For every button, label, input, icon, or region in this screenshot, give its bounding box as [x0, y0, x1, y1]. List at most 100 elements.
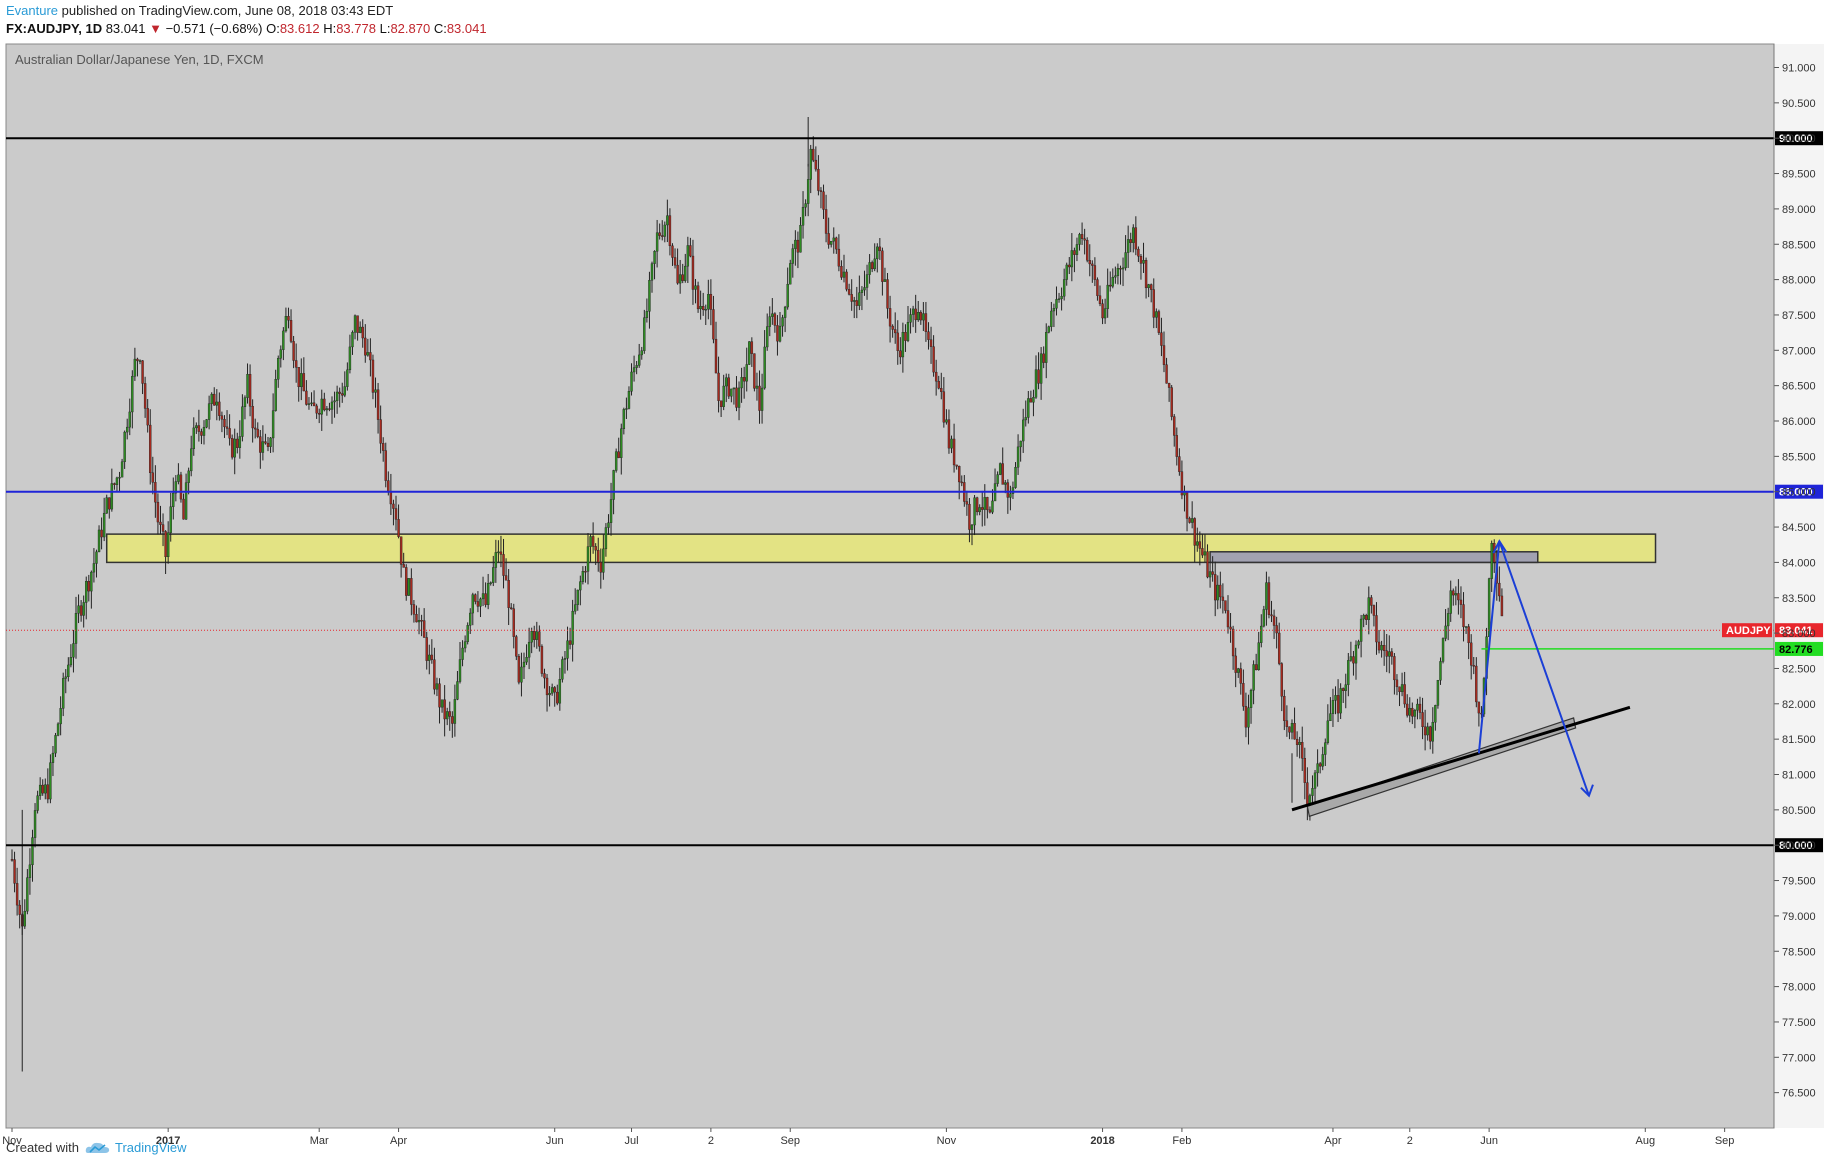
candle-body — [223, 418, 226, 428]
candle-body — [960, 481, 963, 484]
tradingview-link[interactable]: TradingView — [85, 1140, 187, 1155]
candle-body — [136, 358, 139, 362]
candle-body — [1423, 726, 1427, 736]
x-tick-label: Mar — [310, 1135, 329, 1147]
candle-body — [1175, 435, 1179, 457]
candle-body — [1101, 303, 1104, 319]
projection-arrowhead-up — [1492, 539, 1508, 554]
y-tick-label: 83.500 — [1782, 593, 1816, 605]
candle-body — [346, 369, 349, 387]
candle-body — [279, 349, 282, 359]
candle-body — [1298, 742, 1301, 745]
candle-body — [737, 387, 741, 408]
candle-body — [440, 699, 444, 708]
candle-body — [684, 265, 687, 281]
chart-title: Australian Dollar/Japanese Yen, 1D, FXCM — [15, 52, 264, 67]
candle-body — [950, 438, 953, 449]
candle-body — [1093, 265, 1097, 280]
candle-body — [1277, 632, 1281, 664]
candle-body — [668, 215, 672, 247]
candle-body — [374, 389, 377, 393]
candle-body — [284, 316, 288, 332]
low-label: L: — [379, 21, 391, 36]
candle-body — [259, 436, 262, 453]
y-tick-label: 87.500 — [1782, 310, 1816, 322]
author-link[interactable]: Evanture — [6, 3, 59, 18]
candle-body — [131, 376, 134, 413]
candle-body — [297, 367, 300, 388]
candle-body — [305, 390, 308, 405]
candle-body — [1096, 279, 1099, 296]
candle-body — [1472, 665, 1475, 667]
y-tick-label: 77.500 — [1782, 1017, 1816, 1029]
candle-body — [1352, 656, 1355, 664]
price-axis-background — [1774, 44, 1824, 1128]
candle-body — [1124, 252, 1127, 269]
candle-body — [504, 575, 508, 581]
candle-body — [671, 245, 674, 258]
last-price-badge — [1775, 623, 1823, 638]
candle-body — [382, 443, 385, 451]
candle-body — [1326, 720, 1330, 743]
candle-body — [1024, 417, 1027, 421]
candle-body — [881, 250, 884, 282]
candle-body — [469, 612, 472, 626]
y-tick-label: 86.500 — [1782, 381, 1816, 393]
candle-body — [568, 640, 572, 645]
candle-body — [883, 279, 887, 282]
candle-body — [955, 464, 958, 467]
candle-body — [750, 341, 754, 354]
candle-body — [566, 640, 569, 659]
candle-body — [1037, 369, 1040, 384]
candle-body — [120, 461, 124, 478]
y-tick-label: 86.000 — [1782, 416, 1816, 428]
candle-body — [1065, 264, 1068, 280]
resistance-box — [1209, 551, 1539, 564]
candle-body — [397, 519, 400, 537]
candle-body — [115, 477, 119, 485]
candle-body — [837, 248, 841, 267]
candle-body — [300, 373, 303, 388]
candle-body — [709, 294, 713, 310]
candle-body — [1126, 239, 1130, 253]
candle-body — [105, 497, 108, 514]
candle-body — [1009, 493, 1012, 498]
candle-body — [399, 536, 403, 565]
candle-body — [763, 346, 766, 389]
candle-body — [666, 215, 669, 226]
candle-body — [172, 492, 175, 507]
candle-body — [870, 262, 874, 270]
candle-body — [466, 625, 469, 642]
candle-body — [653, 251, 656, 264]
candle-body — [133, 358, 137, 377]
candle-body — [640, 350, 643, 356]
candle-body — [1249, 689, 1253, 708]
candle-body — [253, 427, 257, 430]
candle-body — [366, 352, 370, 356]
candle-body — [220, 415, 224, 420]
candle-body — [31, 837, 34, 866]
candle-body — [256, 428, 259, 437]
candle-body — [1085, 239, 1089, 261]
candle-body — [376, 389, 380, 420]
candle-body — [26, 877, 29, 912]
level-price-badge — [1775, 131, 1823, 146]
candle-body — [1014, 467, 1017, 488]
candle-body — [1267, 582, 1271, 615]
candle-body — [858, 292, 861, 306]
candle-body — [722, 385, 725, 407]
candle-body — [888, 308, 892, 327]
candle-body — [563, 658, 567, 660]
candle-body — [998, 463, 1002, 475]
candle-body — [1132, 227, 1135, 243]
x-tick-label: 2017 — [156, 1135, 180, 1147]
candle-body — [387, 480, 390, 492]
candle-body — [1301, 742, 1304, 759]
candle-body — [681, 274, 684, 281]
candle-body — [991, 500, 994, 513]
y-tick-label: 79.000 — [1782, 911, 1816, 923]
candle-body — [1303, 758, 1307, 783]
candle-body — [704, 308, 707, 311]
candle-body — [740, 377, 743, 389]
